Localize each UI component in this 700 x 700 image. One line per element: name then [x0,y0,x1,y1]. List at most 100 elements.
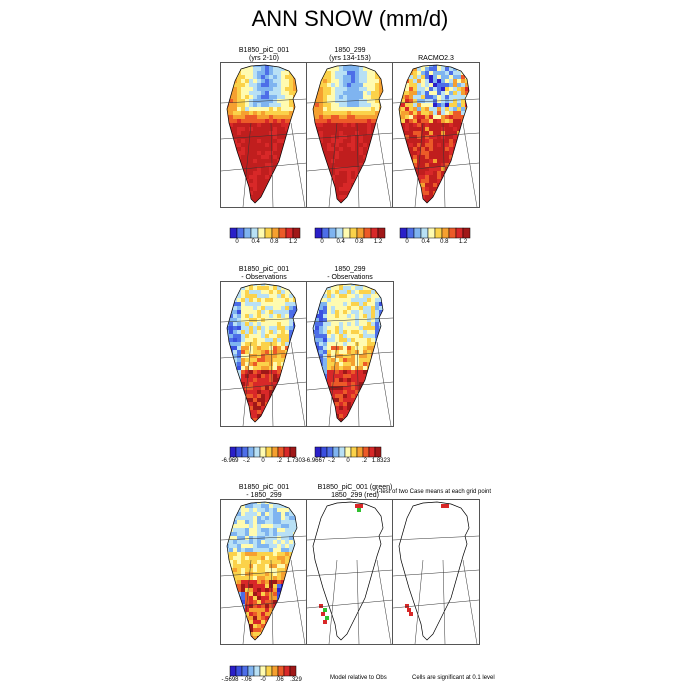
map-cell [241,123,245,127]
map-cell [253,326,257,330]
map-cell [319,95,323,99]
map-cell [273,338,277,342]
map-cell [253,79,257,83]
map-cell [409,199,413,203]
map-cell [355,294,359,298]
map-cell [335,386,339,390]
map-cell [265,195,269,199]
map-cell [261,418,265,422]
map-cell [323,83,327,87]
map-cell [293,604,297,608]
map-cell [359,294,363,298]
map-cell [343,79,347,83]
map-cell [335,147,339,151]
map-cell [315,123,319,127]
graticule-line [242,122,252,207]
map-cell [315,203,319,207]
map-cell [257,119,261,123]
colorbar-segment [362,446,370,458]
map-cell [285,330,289,334]
map-cell [261,167,265,171]
map-cell [335,127,339,131]
map-cell [227,358,229,362]
map-cell [249,382,253,386]
map-cell [401,183,405,187]
map-cell [313,175,315,179]
map-cell [285,155,289,159]
map-cell [323,203,327,207]
map-cell [355,107,359,111]
map-cell [289,592,293,596]
map-cell [425,115,429,119]
map-cell [277,354,281,358]
map-cell [417,103,421,107]
map-cell [245,528,249,532]
map-cell [261,406,265,410]
map-cell [457,115,461,119]
map-cell [401,119,405,123]
map-cell [429,123,433,127]
map-cell [229,314,233,318]
map-cell [307,302,311,306]
map-cell [429,203,433,207]
map-cell [351,79,355,83]
map-cell [227,75,229,79]
map-cell [285,199,289,203]
map-cell [249,346,253,350]
map-cell [237,95,241,99]
map-cell [285,552,289,556]
map-cell [241,632,245,636]
map-cell [375,358,379,362]
map-cell [457,195,461,199]
map-cell [375,103,379,107]
map-cell [301,63,305,67]
map-cell [237,608,241,612]
map-cell [323,298,327,302]
map-cell [391,382,393,386]
map-cell [421,147,425,151]
map-cell [307,151,311,155]
map-cell [335,406,339,410]
map-cell [273,99,277,103]
map-cell [289,572,293,576]
map-cell [469,119,473,123]
map-cell [237,123,241,127]
map-cell [363,95,367,99]
map-cell [229,318,233,322]
map-cell [241,402,245,406]
map-cell [315,394,319,398]
map-cell [285,378,289,382]
map-cell [241,636,245,640]
graticule-line [328,559,338,644]
map-cell [293,520,297,524]
map-cell [233,600,237,604]
map-cell [233,163,237,167]
map-cell [257,572,261,576]
map-cell [449,135,453,139]
map-cell [261,512,265,516]
map-cell [375,418,379,422]
map-cell [387,342,391,346]
map-cell [327,83,331,87]
map-cell [281,540,285,544]
map-cell [227,632,229,636]
map-cell [233,592,237,596]
map-cell [327,286,331,290]
map-cell [245,564,249,568]
map-cell [221,612,225,616]
map-cell [297,350,301,354]
map-cell [367,394,371,398]
map-cell [437,127,441,131]
map-cell [229,183,233,187]
map-cell [327,65,331,67]
map-cell [257,199,261,203]
map-cell [433,159,437,163]
map-cell [289,640,293,644]
map-cell [421,67,425,71]
map-cell [387,290,391,294]
map-cell [339,314,343,318]
map-cell [269,107,273,111]
map-cell [261,592,265,596]
map-cell [393,155,397,159]
map-cell [253,159,257,163]
